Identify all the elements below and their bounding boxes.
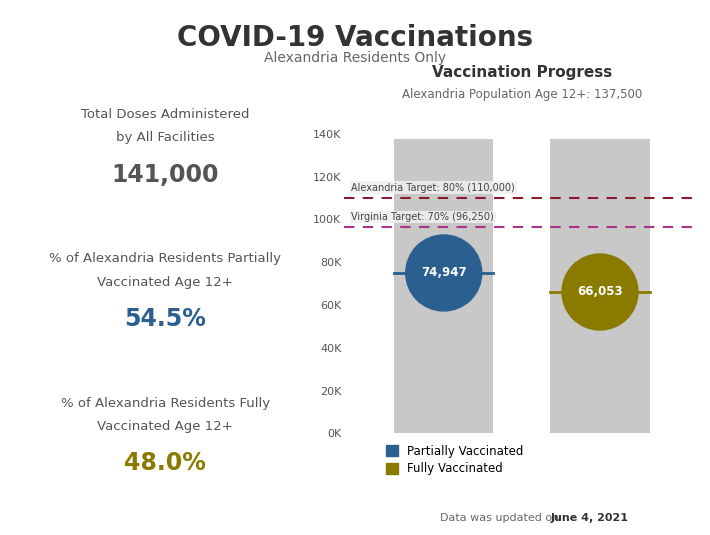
Text: Vaccinated Age 12+: Vaccinated Age 12+: [97, 420, 233, 433]
Bar: [550, 139, 650, 433]
Text: by All Facilities: by All Facilities: [116, 131, 214, 144]
Ellipse shape: [405, 235, 482, 311]
Text: Alexandria Population Age 12+: 137,500: Alexandria Population Age 12+: 137,500: [402, 88, 642, 101]
Text: 74,947: 74,947: [421, 266, 466, 279]
Text: Alexandria Target: 80% (110,000): Alexandria Target: 80% (110,000): [351, 182, 515, 193]
Text: Data was updated on: Data was updated on: [440, 513, 563, 523]
Legend: Partially Vaccinated, Fully Vaccinated: Partially Vaccinated, Fully Vaccinated: [386, 445, 523, 475]
Text: COVID-19 Vaccinations: COVID-19 Vaccinations: [177, 24, 533, 52]
Text: Vaccination Progress: Vaccination Progress: [432, 65, 612, 80]
Text: June 4, 2021: June 4, 2021: [550, 513, 628, 523]
Text: Virginia Target: 70% (96,250): Virginia Target: 70% (96,250): [351, 212, 494, 222]
Text: % of Alexandria Residents Partially: % of Alexandria Residents Partially: [49, 252, 281, 265]
Text: Vaccinated Age 12+: Vaccinated Age 12+: [97, 276, 233, 289]
Text: 141,000: 141,000: [111, 163, 219, 187]
Ellipse shape: [562, 254, 638, 330]
Text: % of Alexandria Residents Fully: % of Alexandria Residents Fully: [60, 396, 270, 410]
Text: 48.0%: 48.0%: [124, 452, 206, 476]
Text: 66,053: 66,053: [577, 286, 623, 299]
Text: Alexandria Residents Only: Alexandria Residents Only: [264, 51, 446, 65]
Text: 54.5%: 54.5%: [124, 307, 206, 331]
Bar: [394, 139, 493, 433]
Text: Total Doses Administered: Total Doses Administered: [81, 108, 249, 121]
